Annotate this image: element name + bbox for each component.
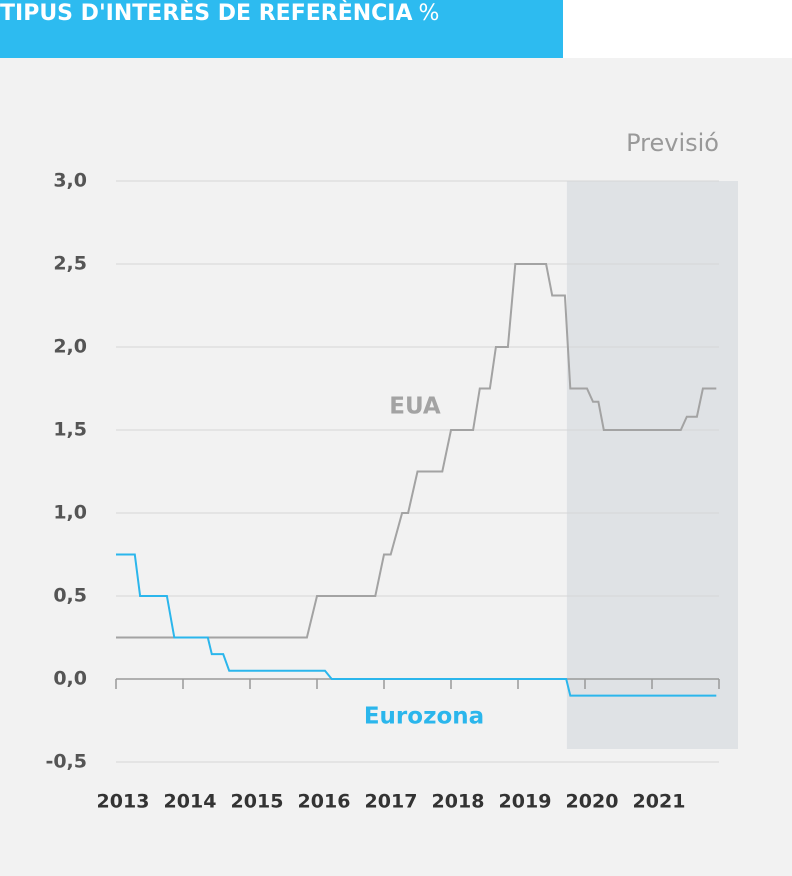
y-tick-label: 1,0 — [53, 502, 87, 524]
y-tick-label: 0,0 — [53, 668, 87, 690]
x-tick-label: 2015 — [231, 791, 284, 813]
x-tick-label: 2013 — [97, 791, 150, 813]
title-text: TIPUS D'INTERÈS DE REFERÈNCIA — [0, 0, 413, 26]
x-tick-label: 2017 — [365, 791, 418, 813]
title-unit: % — [419, 1, 440, 26]
series-line — [116, 263, 717, 639]
y-tick-label: 2,5 — [53, 253, 87, 275]
forecast-label: Previsió — [626, 129, 719, 157]
series-label: Eurozona — [364, 704, 484, 730]
series-label: EUA — [389, 394, 441, 420]
title-banner — [0, 0, 563, 58]
x-tick-label: 2021 — [633, 791, 686, 813]
chart-title: TIPUS D'INTERÈS DE REFERÈNCIA% — [0, 0, 439, 26]
x-tick-label: 2020 — [566, 791, 619, 813]
y-tick-label: -0,5 — [45, 751, 87, 773]
x-tick-label: 2016 — [298, 791, 351, 813]
x-tick-label: 2018 — [432, 791, 485, 813]
forecast-region — [566, 181, 738, 749]
series-line — [116, 553, 717, 697]
x-tick-label: 2019 — [499, 791, 552, 813]
y-tick-label: 0,5 — [53, 585, 87, 607]
x-tick-label: 2014 — [164, 791, 217, 813]
y-tick-label: 1,5 — [53, 419, 87, 441]
y-tick-label: 2,0 — [53, 336, 87, 358]
y-tick-label: 3,0 — [53, 170, 87, 192]
